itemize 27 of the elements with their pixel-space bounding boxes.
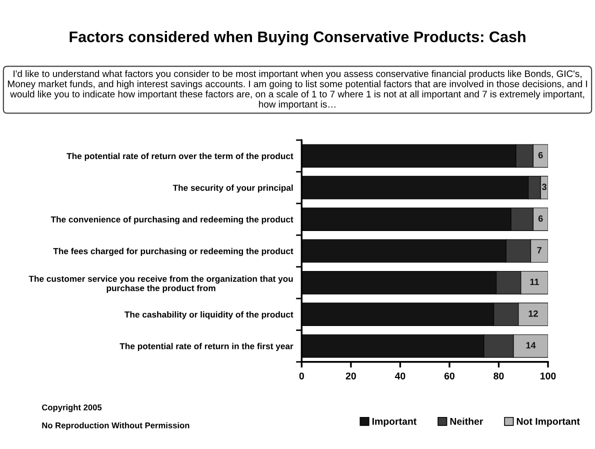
x-tick-label: 80 <box>494 372 504 380</box>
y-tick-label: The security of your principal <box>172 184 293 193</box>
y-tick-label: The convenience of purchasing and redeeming the product <box>50 216 294 224</box>
x-tick-label: 60 <box>444 372 454 380</box>
data-label: 11 <box>530 278 539 286</box>
x-tick-label: 0 <box>299 372 304 380</box>
data-label: 6 <box>538 215 543 222</box>
y-tick-label: The potential rate of return in the first year <box>120 342 294 351</box>
y-tick-label: The cashability or liquidity of the product <box>124 311 294 320</box>
x-tick-label: 100 <box>540 372 556 380</box>
data-label: 3 <box>542 184 546 190</box>
text: No Reproduction Without Permission <box>42 422 190 430</box>
legend-label: Not Important <box>516 418 580 427</box>
data-label: 7 <box>537 247 542 254</box>
y-tick-label: The potential rate of return over the term of the product <box>66 152 294 161</box>
x-tick-label: 20 <box>346 372 356 380</box>
data-label: 6 <box>538 152 543 158</box>
legend-label: Neither <box>450 418 484 425</box>
data-label: 14 <box>526 342 536 348</box>
legend-label: Important <box>372 418 417 427</box>
y-tick-label: The customer service you receive from the organization that you purchase the product from <box>28 276 293 293</box>
text: Copyright 2005 <box>42 404 102 412</box>
chart-subtitle: I'd like to understand what factors you consider to be most important when you assess conservative financial products like Bonds, GIC's, Money market funds, and high interest savings accounts. I am going to list some potential factors that are involved in those decisions, and I would like you to indicate how important these factors are, on a scale of 1 to 7 where 1 is not at all important and 7 is extremely important, how important is… <box>8 70 587 110</box>
x-tick-label: 40 <box>394 372 406 380</box>
y-tick-label: The fees charged for purchasing or redeeming the product <box>53 248 294 256</box>
chart-title: Factors considered when Buying Conservative Products: Cash <box>70 31 526 46</box>
data-label: 12 <box>528 310 538 317</box>
